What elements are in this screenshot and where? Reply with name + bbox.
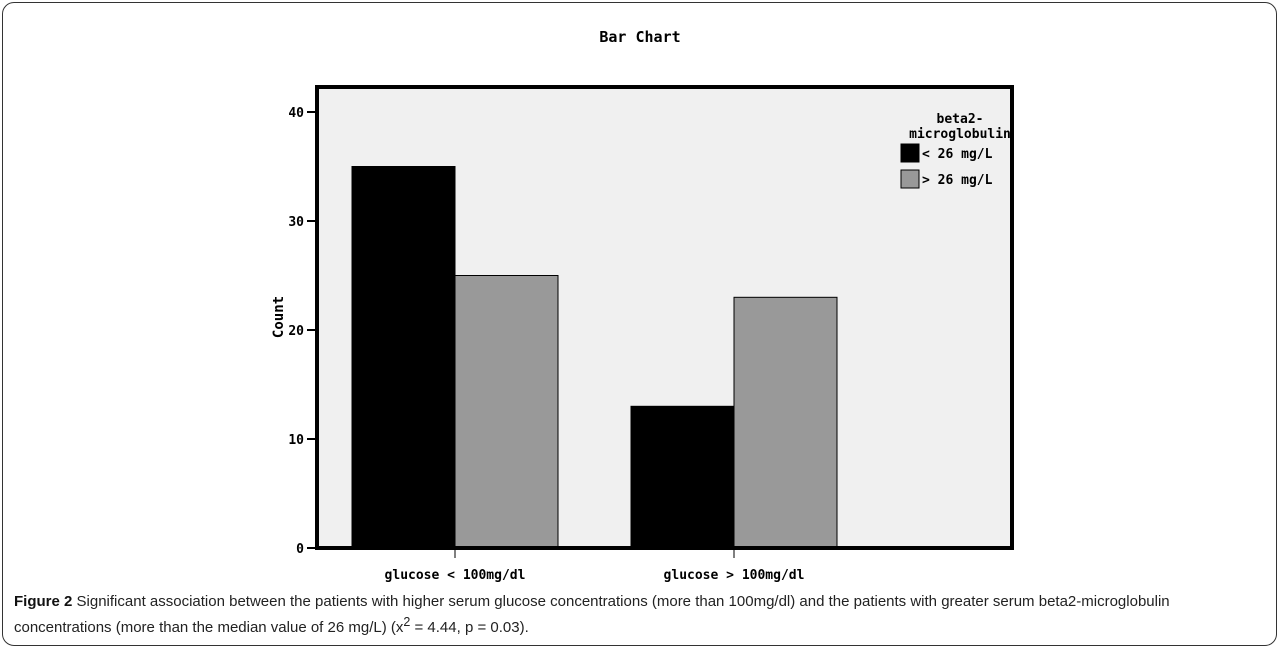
legend-swatch bbox=[900, 169, 920, 189]
y-tick-label: 0 bbox=[296, 542, 304, 557]
bars-group bbox=[351, 166, 838, 549]
bar-2-1 bbox=[630, 405, 735, 549]
x-tick-label: glucose > 100mg/dl bbox=[664, 568, 805, 583]
plot-border bbox=[315, 85, 1014, 550]
caption-text-end: = 4.44, p = 0.03). bbox=[410, 619, 529, 636]
caption-text: Significant association between the pati… bbox=[14, 593, 1170, 636]
legend-label: < 26 mg/L bbox=[922, 147, 993, 162]
chart-title: Bar Chart bbox=[599, 28, 680, 46]
legend-title: beta2-microglobulin bbox=[909, 112, 1011, 142]
x-tick-label: glucose < 100mg/dl bbox=[385, 568, 526, 583]
y-tick-label: 30 bbox=[288, 215, 304, 230]
figure-label: Figure 2 bbox=[14, 593, 73, 610]
bar-1-2 bbox=[454, 275, 559, 549]
bar-2-2 bbox=[733, 296, 838, 549]
figure-caption: Figure 2 Significant association between… bbox=[14, 591, 1264, 638]
x-axis: glucose < 100mg/dl glucose > 100mg/dl bbox=[385, 548, 805, 583]
legend-swatch bbox=[900, 143, 920, 163]
y-tick-label: 20 bbox=[288, 324, 304, 339]
y-axis: 0 10 20 30 40 bbox=[288, 106, 317, 557]
legend-label: > 26 mg/L bbox=[922, 173, 993, 188]
y-tick-label: 40 bbox=[288, 106, 304, 121]
y-tick-label: 10 bbox=[288, 433, 304, 448]
y-axis-label: Count bbox=[271, 296, 287, 338]
bar-1-1 bbox=[351, 166, 456, 549]
legend: beta2-microglobulin < 26 mg/L > 26 mg/L bbox=[900, 112, 1011, 189]
caption-superscript: 2 bbox=[403, 615, 411, 629]
